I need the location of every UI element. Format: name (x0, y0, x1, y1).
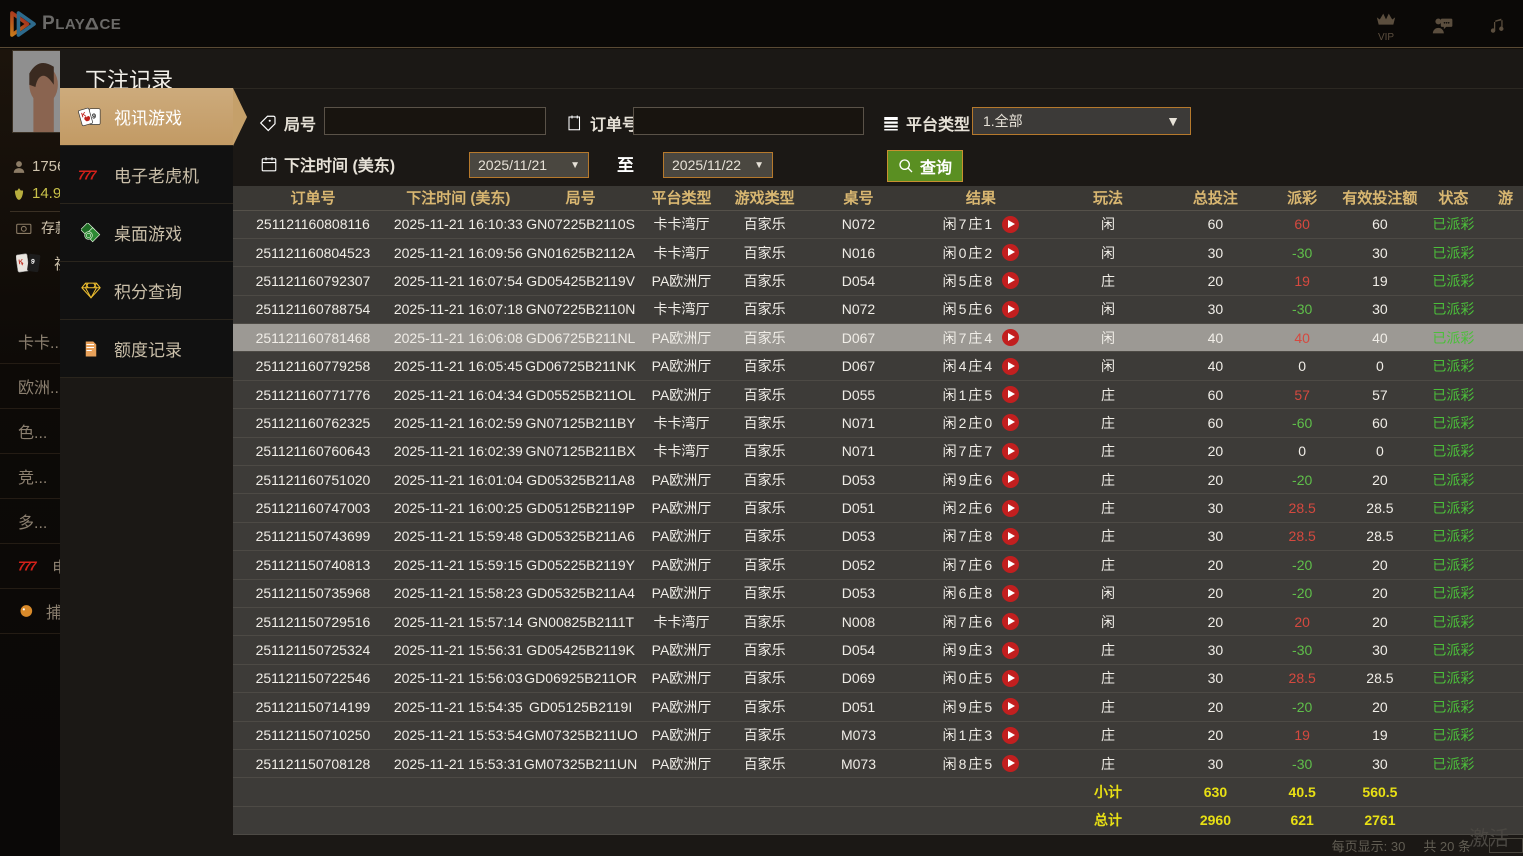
svg-text:K: K (18, 259, 24, 267)
svg-text:777: 777 (18, 559, 37, 574)
svg-text:777: 777 (78, 167, 97, 182)
svg-text:9: 9 (92, 111, 96, 120)
